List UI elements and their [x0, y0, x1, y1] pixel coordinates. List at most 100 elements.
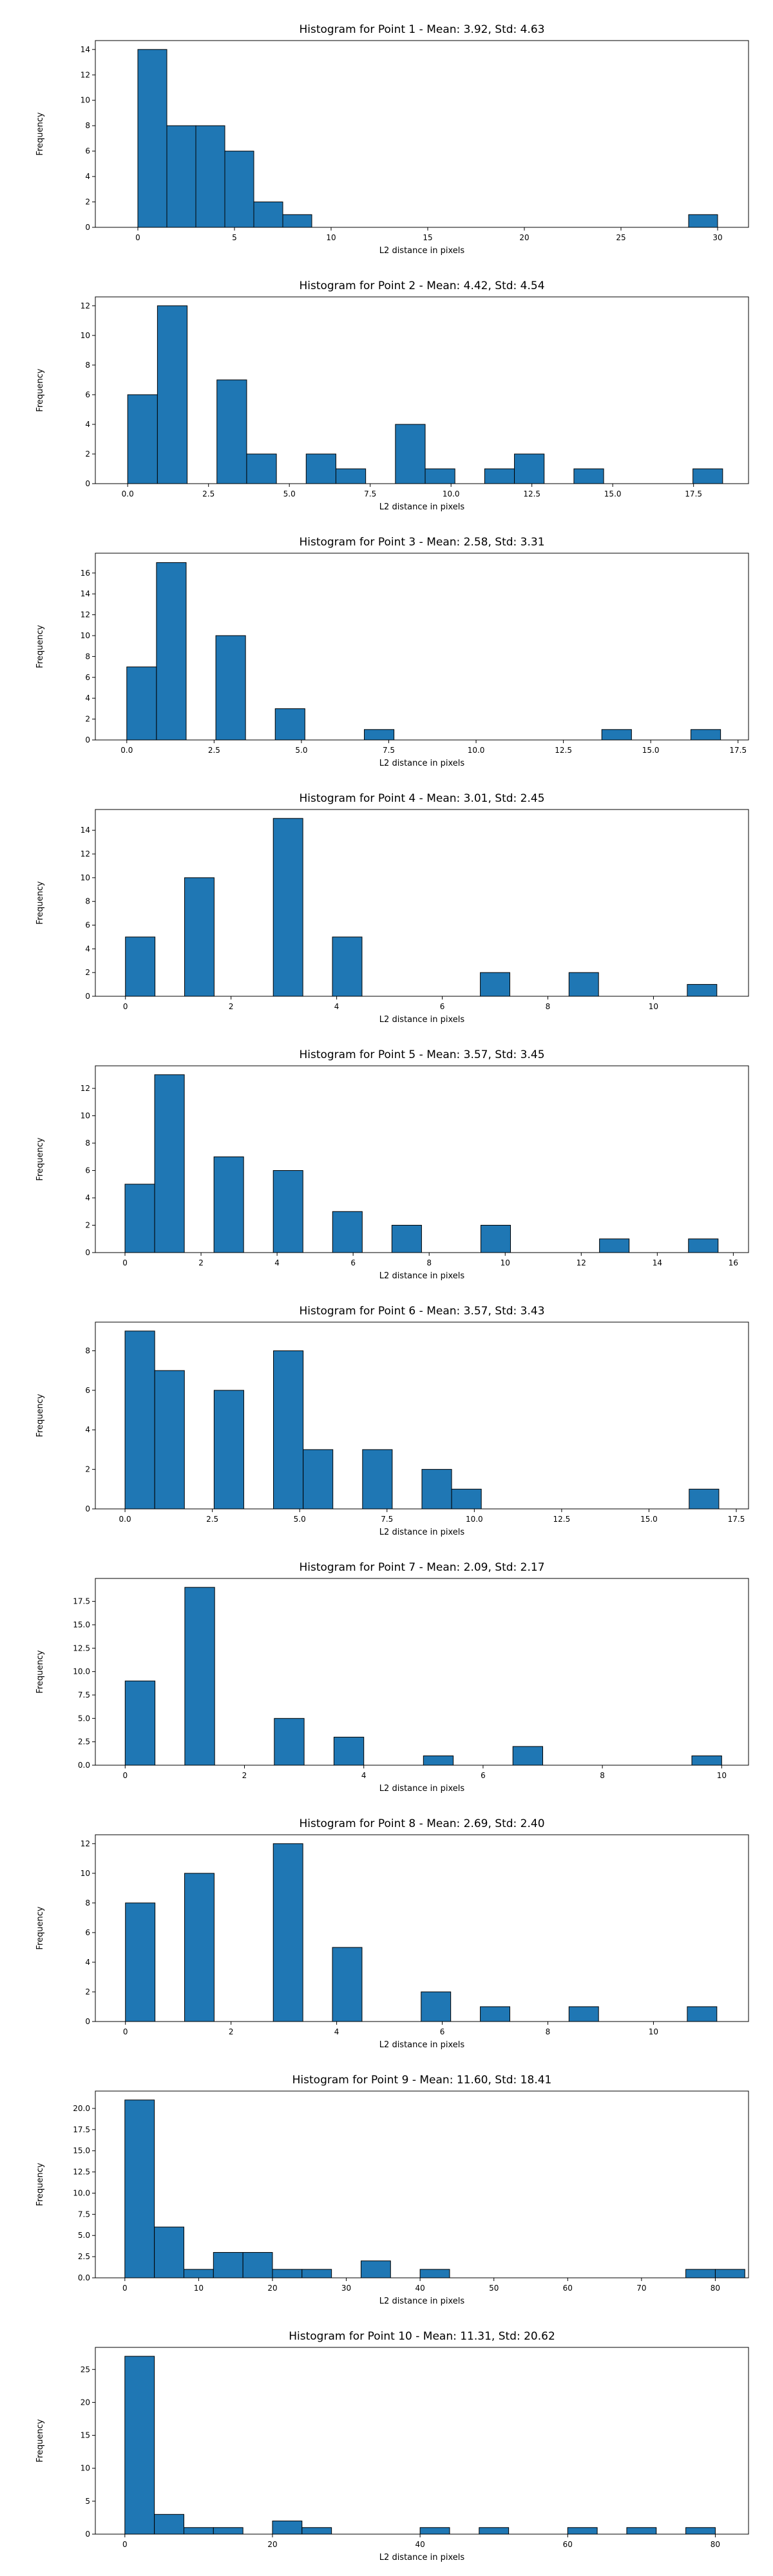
- histogram-panel-8: Histogram for Point 8 - Mean: 2.69, Std:…: [35, 1817, 749, 2050]
- y-tick-label: 12: [81, 611, 90, 620]
- x-tick-label: 17.5: [728, 1515, 745, 1524]
- y-tick-label: 2: [85, 450, 90, 459]
- plot-frame: [95, 40, 749, 228]
- y-tick-label: 2.5: [78, 2252, 90, 2261]
- y-tick-label: 10: [81, 96, 90, 105]
- histogram-bar: [216, 379, 247, 484]
- histogram-bar: [273, 1350, 304, 1510]
- y-axis-label: Frequency: [35, 1394, 45, 1437]
- histogram-bar: [688, 214, 718, 228]
- histogram-bar: [333, 1736, 365, 1766]
- y-tick-label: 10: [81, 1869, 90, 1878]
- x-tick-label: 0: [122, 1258, 128, 1267]
- histogram-bar: [305, 453, 336, 484]
- histogram-bar: [166, 125, 196, 228]
- chart-title: Histogram for Point 7 - Mean: 2.09, Std:…: [299, 1561, 544, 1574]
- x-tick-label: 80: [711, 2284, 720, 2293]
- histogram-bar: [626, 2527, 657, 2535]
- y-tick-label: 20.0: [73, 2104, 90, 2113]
- histogram-bar: [391, 1225, 422, 1253]
- x-tick-label: 0: [122, 2540, 128, 2549]
- histogram-bar: [125, 936, 156, 997]
- y-axis-label: Frequency: [35, 625, 45, 668]
- x-tick-label: 80: [711, 2540, 720, 2549]
- x-tick-label: 2.5: [208, 746, 220, 755]
- histogram-bar: [419, 2269, 450, 2278]
- chart-title: Histogram for Point 1 - Mean: 3.92, Std:…: [299, 23, 544, 36]
- histogram-panel-9: Histogram for Point 9 - Mean: 11.60, Std…: [35, 2074, 749, 2306]
- y-axis-label: Frequency: [35, 881, 45, 924]
- x-tick-label: 50: [489, 2284, 499, 2293]
- y-tick-label: 6: [85, 147, 90, 156]
- y-tick-label: 6: [85, 1166, 90, 1175]
- histogram-bar: [687, 2006, 718, 2022]
- histogram-bar: [301, 2269, 332, 2278]
- histogram-panel-6: Histogram for Point 6 - Mean: 3.57, Std:…: [35, 1305, 749, 1537]
- y-tick-label: 5.0: [78, 2231, 90, 2240]
- y-tick-label: 10: [81, 873, 90, 882]
- histogram-bar: [272, 2521, 303, 2535]
- histogram-bar: [224, 151, 254, 228]
- y-tick-label: 8: [85, 1346, 90, 1355]
- y-tick-label: 0: [85, 1248, 90, 1257]
- y-tick-label: 0: [85, 1504, 90, 1513]
- x-axis-label: L2 distance in pixels: [379, 2553, 465, 2562]
- y-tick-label: 8: [85, 121, 90, 130]
- y-axis-label: Frequency: [35, 1137, 45, 1180]
- x-tick-label: 2: [229, 1002, 234, 1011]
- histogram-bar: [184, 877, 215, 997]
- y-tick-label: 8: [85, 1139, 90, 1148]
- x-tick-label: 2: [198, 1258, 204, 1267]
- chart-title: Histogram for Point 5 - Mean: 3.57, Std:…: [299, 1048, 544, 1061]
- y-tick-label: 4: [85, 420, 90, 429]
- y-tick-label: 20: [81, 2398, 90, 2407]
- histogram-bar: [124, 2356, 155, 2535]
- x-tick-label: 20: [267, 2284, 277, 2293]
- histogram-bar: [154, 1074, 185, 1253]
- plot-frame: [95, 1834, 749, 2022]
- y-tick-label: 12: [81, 301, 90, 310]
- y-tick-label: 0.0: [78, 1761, 90, 1770]
- histogram-bar: [568, 2006, 599, 2022]
- histogram-bar: [480, 2006, 510, 2022]
- x-tick-label: 8: [426, 1258, 432, 1267]
- histogram-panel-7: Histogram for Point 7 - Mean: 2.09, Std:…: [35, 1561, 749, 1794]
- x-tick-label: 16: [729, 1258, 738, 1267]
- x-tick-label: 70: [636, 2284, 646, 2293]
- histogram-bar: [573, 468, 604, 484]
- histogram-bar: [332, 936, 363, 997]
- y-tick-label: 0: [85, 223, 90, 232]
- x-tick-label: 4: [361, 1771, 367, 1780]
- x-tick-label: 10: [501, 1258, 510, 1267]
- x-tick-label: 30: [341, 2284, 351, 2293]
- x-tick-label: 5.0: [283, 489, 296, 498]
- y-tick-label: 17.5: [73, 1597, 90, 1606]
- x-tick-label: 6: [440, 2027, 445, 2036]
- x-tick-label: 0: [123, 1002, 128, 1011]
- histogram-bar: [213, 1390, 244, 1510]
- y-tick-label: 0: [85, 479, 90, 488]
- y-tick-label: 7.5: [78, 2210, 90, 2219]
- histogram-bar: [692, 468, 723, 484]
- plot-frame: [95, 553, 749, 741]
- histogram-bar: [691, 1755, 722, 1766]
- plot-frame: [95, 2090, 749, 2278]
- x-tick-label: 5.0: [294, 1515, 306, 1524]
- y-tick-label: 12: [81, 1084, 90, 1093]
- x-tick-label: 2: [229, 2027, 234, 2036]
- histogram-bar: [425, 468, 455, 484]
- x-tick-label: 15.0: [604, 489, 622, 498]
- y-tick-label: 0: [85, 992, 90, 1001]
- histogram-bar: [451, 1488, 482, 1510]
- y-tick-label: 2: [85, 1465, 90, 1474]
- histogram-bar: [127, 394, 158, 484]
- histogram-bar: [272, 818, 303, 997]
- x-tick-label: 7.5: [381, 1515, 393, 1524]
- histogram-bar: [156, 562, 187, 741]
- y-tick-label: 6: [85, 673, 90, 682]
- y-tick-label: 2: [85, 715, 90, 724]
- y-tick-label: 4: [85, 944, 90, 953]
- plot-frame: [95, 809, 749, 997]
- histogram-panel-3: Histogram for Point 3 - Mean: 2.58, Std:…: [35, 536, 749, 768]
